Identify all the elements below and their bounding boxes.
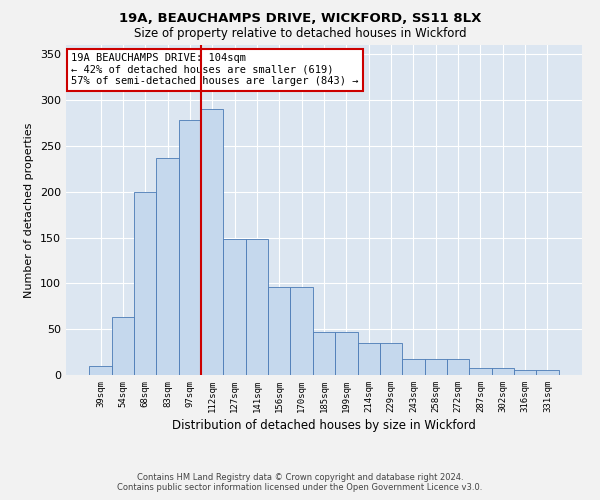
Bar: [201, 109, 223, 375]
Bar: [380, 343, 402, 375]
Bar: [179, 120, 201, 375]
Bar: [402, 358, 425, 375]
X-axis label: Distribution of detached houses by size in Wickford: Distribution of detached houses by size …: [172, 419, 476, 432]
Text: Contains HM Land Registry data © Crown copyright and database right 2024.
Contai: Contains HM Land Registry data © Crown c…: [118, 473, 482, 492]
Text: 19A BEAUCHAMPS DRIVE: 104sqm
← 42% of detached houses are smaller (619)
57% of s: 19A BEAUCHAMPS DRIVE: 104sqm ← 42% of de…: [71, 53, 359, 86]
Bar: [469, 368, 491, 375]
Bar: [447, 358, 469, 375]
Bar: [112, 318, 134, 375]
Text: 19A, BEAUCHAMPS DRIVE, WICKFORD, SS11 8LX: 19A, BEAUCHAMPS DRIVE, WICKFORD, SS11 8L…: [119, 12, 481, 26]
Bar: [313, 332, 335, 375]
Text: Size of property relative to detached houses in Wickford: Size of property relative to detached ho…: [134, 28, 466, 40]
Bar: [536, 370, 559, 375]
Bar: [246, 240, 268, 375]
Bar: [514, 370, 536, 375]
Y-axis label: Number of detached properties: Number of detached properties: [25, 122, 34, 298]
Bar: [290, 287, 313, 375]
Bar: [157, 158, 179, 375]
Bar: [223, 240, 246, 375]
Bar: [335, 332, 358, 375]
Bar: [134, 192, 157, 375]
Bar: [89, 366, 112, 375]
Bar: [491, 368, 514, 375]
Bar: [268, 287, 290, 375]
Bar: [358, 343, 380, 375]
Bar: [425, 358, 447, 375]
